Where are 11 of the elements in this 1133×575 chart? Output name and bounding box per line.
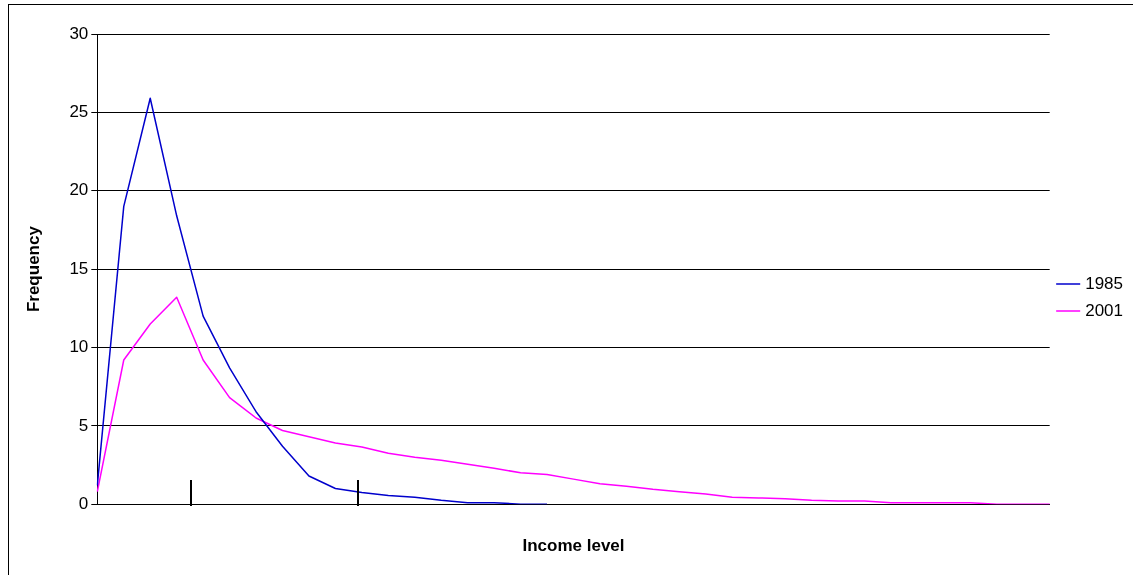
y-axis-title: Frequency: [23, 225, 43, 313]
y-tick-label: 0: [78, 493, 89, 513]
legend-label: 1985: [1085, 273, 1124, 293]
legend-label: 2001: [1085, 300, 1124, 320]
y-tick-label: 15: [69, 258, 89, 278]
y-tick-label: 25: [69, 102, 89, 122]
x-axis-title: Income level: [522, 536, 625, 556]
y-tick-label: 20: [69, 180, 89, 200]
y-tick-label: 5: [78, 415, 89, 435]
y-tick-label: 30: [69, 23, 89, 43]
y-tick-label: 10: [69, 337, 89, 357]
